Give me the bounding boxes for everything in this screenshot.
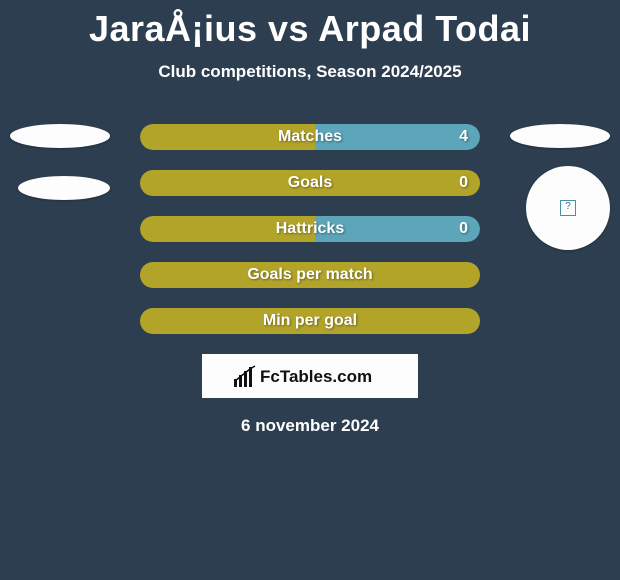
left-badge-2	[18, 176, 110, 200]
bar-gpm-label: Goals per match	[140, 266, 480, 284]
bar-matches-left	[140, 124, 315, 150]
bars-list: Matches 4 Goals 0 Hattricks 0 Goals per …	[140, 124, 480, 334]
infographic-container: JaraÅ¡ius vs Arpad Todai Club competitio…	[0, 8, 620, 580]
page-subtitle: Club competitions, Season 2024/2025	[0, 62, 620, 82]
bar-goals-label: Goals	[140, 174, 480, 192]
bar-goals: Goals 0	[140, 170, 480, 196]
bar-hattricks-left	[140, 216, 315, 242]
bar-matches: Matches 4	[140, 124, 480, 150]
left-badge-1	[10, 124, 110, 148]
bar-hattricks: Hattricks 0	[140, 216, 480, 242]
bar-matches-right	[315, 124, 480, 150]
logo-box: FcTables.com	[202, 354, 418, 398]
bar-mpg-label: Min per goal	[140, 312, 480, 330]
left-badges	[10, 124, 110, 200]
date-text: 6 november 2024	[0, 416, 620, 436]
placeholder-icon: ?	[560, 200, 576, 216]
bar-hattricks-right	[315, 216, 480, 242]
logo-text: FcTables.com	[260, 367, 372, 386]
right-badge-2: ?	[526, 166, 610, 250]
page-title: JaraÅ¡ius vs Arpad Todai	[0, 8, 620, 50]
bar-mpg: Min per goal	[140, 308, 480, 334]
bar-goals-value: 0	[459, 174, 468, 192]
right-badges: ?	[510, 124, 610, 250]
fctables-logo: FcTables.com	[230, 361, 390, 391]
right-badge-1	[510, 124, 610, 148]
bar-gpm: Goals per match	[140, 262, 480, 288]
main-area: ? Matches 4 Goals 0 Hattricks 0 Goals	[0, 124, 620, 436]
